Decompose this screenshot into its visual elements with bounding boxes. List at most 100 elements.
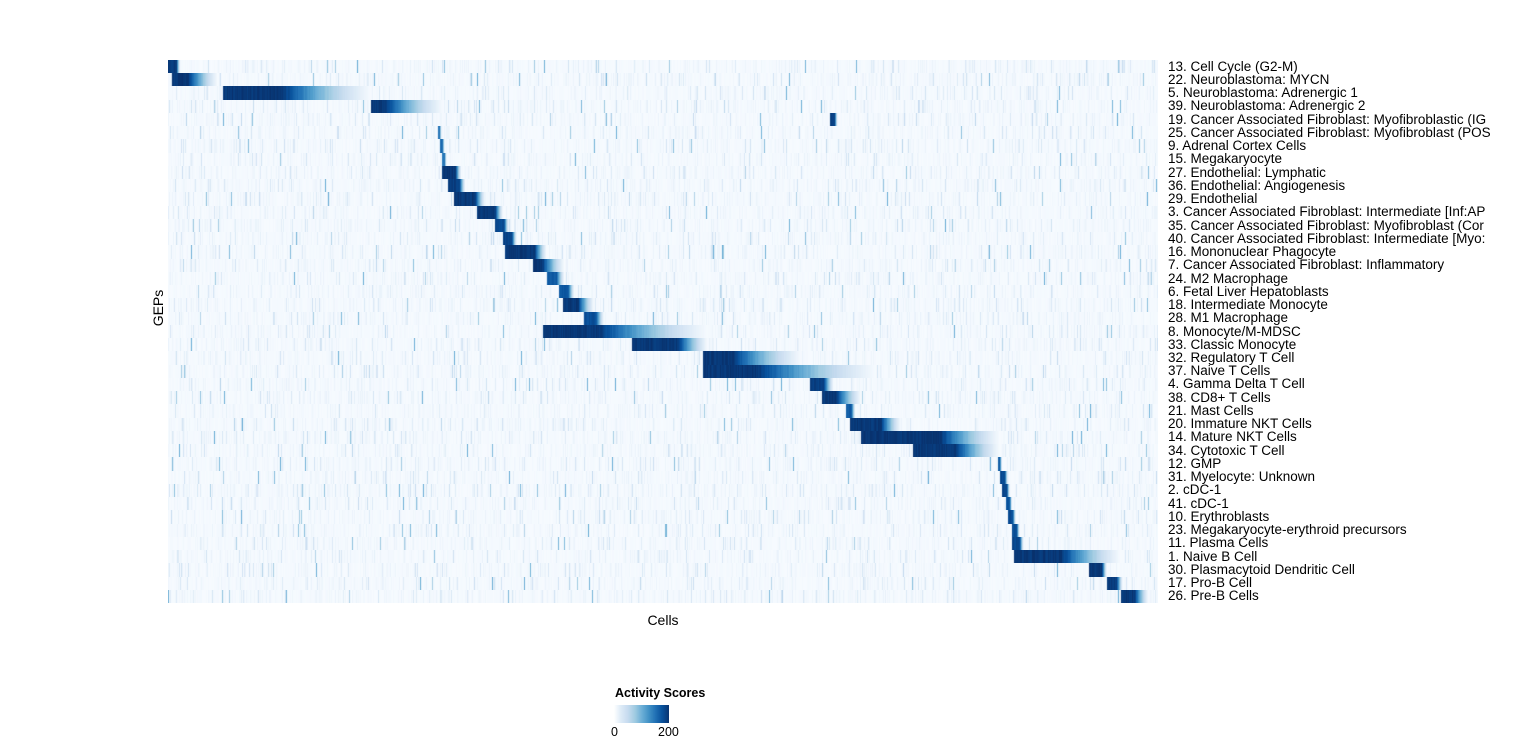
heatmap-row [168, 510, 1158, 525]
heatmap-row-strip [168, 179, 1158, 194]
heatmap-row-strip [168, 218, 1158, 233]
heatmap-row [168, 457, 1158, 472]
heatmap-row [168, 364, 1158, 379]
gep-row-label: 5. Neuroblastoma: Adrenergic 1 [1168, 85, 1358, 101]
gep-row-label: 28. M1 Macrophage [1168, 310, 1289, 326]
heatmap-row-strip [168, 351, 1158, 366]
heatmap-row [168, 523, 1158, 538]
gep-row-label: 32. Regulatory T Cell [1168, 349, 1295, 365]
heatmap-row-strip [168, 430, 1158, 445]
gep-row-label: 22. Neuroblastoma: MYCN [1168, 71, 1330, 87]
gep-row-label: 17. Pro-B Cell [1168, 575, 1253, 591]
heatmap-row-strip [168, 444, 1158, 459]
gep-row-label: 16. Mononuclear Phagocyte [1168, 244, 1337, 260]
heatmap-row-strip [168, 126, 1158, 141]
heatmap-row [168, 550, 1158, 565]
gep-row-label: 35. Cancer Associated Fibroblast: Myofib… [1168, 217, 1484, 233]
heatmap-row-strip [168, 165, 1158, 180]
heatmap-row [168, 377, 1158, 392]
heatmap-row-strip [168, 536, 1158, 551]
gep-row-label: 1. Naive B Cell [1168, 548, 1258, 564]
gep-row-label: 36. Endothelial: Angiogenesis [1168, 177, 1346, 193]
heatmap-row-strip [168, 404, 1158, 419]
legend-colorbar [614, 705, 671, 723]
heatmap-row [168, 218, 1158, 233]
gep-row-label: 34. Cytotoxic T Cell [1168, 442, 1285, 458]
gep-row-label: 31. Myelocyte: Unknown [1168, 469, 1316, 485]
gep-row-label: 7. Cancer Associated Fibroblast: Inflamm… [1168, 257, 1445, 273]
heatmap-row-strip [168, 245, 1158, 260]
heatmap-row [168, 126, 1158, 141]
heatmap-row [168, 112, 1158, 127]
heatmap-row [168, 60, 1158, 74]
heatmap-row-strip [168, 258, 1158, 273]
gep-row-label: 24. M2 Macrophage [1168, 270, 1289, 286]
heatmap-row-strip [168, 271, 1158, 286]
heatmap-row-strip [168, 99, 1158, 114]
heatmap-row [168, 391, 1158, 406]
gep-row-label: 27. Endothelial: Lymphatic [1168, 164, 1326, 180]
heatmap-row-strip [168, 457, 1158, 472]
heatmap-row-strip [168, 589, 1158, 603]
gep-row-label: 3. Cancer Associated Fibroblast: Interme… [1168, 204, 1486, 220]
gep-row-label: 4. Gamma Delta T Cell [1168, 376, 1305, 392]
heatmap-row-strip [168, 417, 1158, 432]
gep-row-label: 20. Immature NKT Cells [1168, 416, 1312, 432]
gep-row-label: 12. GMP [1168, 455, 1222, 471]
heatmap-row-strip [168, 364, 1158, 379]
heatmap-row [168, 470, 1158, 485]
heatmap-row-strip [168, 523, 1158, 538]
gep-row-label: 38. CD8+ T Cells [1168, 389, 1271, 405]
heatmap-row [168, 298, 1158, 313]
heatmap-row-strip [168, 205, 1158, 220]
heatmap-row [168, 497, 1158, 512]
gep-row-label: 37. Naive T Cells [1168, 363, 1271, 379]
heatmap-row [168, 576, 1158, 591]
heatmap-row [168, 324, 1158, 339]
heatmap-row [168, 258, 1158, 273]
heatmap-row [168, 205, 1158, 220]
heatmap-plot [168, 60, 1158, 603]
heatmap-row [168, 232, 1158, 247]
heatmap-row [168, 179, 1158, 194]
gep-row-label: 19. Cancer Associated Fibroblast: Myofib… [1168, 111, 1487, 127]
heatmap-row [168, 311, 1158, 326]
gep-row-label: 39. Neuroblastoma: Adrenergic 2 [1168, 98, 1366, 114]
heatmap-row [168, 245, 1158, 260]
heatmap-row [168, 417, 1158, 432]
heatmap-row-strip [168, 510, 1158, 525]
activity-scores-legend: Activity Scores 0 200 [611, 686, 874, 739]
gep-row-label-list: 13. Cell Cycle (G2-M) 22. Neuroblastoma: … [1168, 60, 1540, 603]
heatmap-row [168, 139, 1158, 154]
gep-row-label: 9. Adrenal Cortex Cells [1168, 138, 1307, 154]
legend-tick-label: 200 [658, 725, 679, 739]
legend-gradient [614, 705, 670, 723]
heatmap-row-strip [168, 576, 1158, 591]
heatmap-row [168, 430, 1158, 445]
legend-title: Activity Scores [615, 686, 706, 700]
heatmap-row [168, 285, 1158, 300]
gep-row-label: 15. Megakaryocyte [1168, 151, 1283, 167]
heatmap-row-strip [168, 377, 1158, 392]
heatmap-row [168, 563, 1158, 578]
gep-row-label: 11. Plasma Cells [1168, 535, 1269, 551]
heatmap-row [168, 73, 1158, 88]
heatmap-row-strip [168, 60, 1158, 74]
heatmap-row-strip [168, 391, 1158, 406]
heatmap-row-strip [168, 86, 1158, 101]
gep-row-label: 8. Monocyte/M-MDSC [1168, 323, 1301, 339]
x-axis-title: Cells [647, 612, 679, 628]
y-axis-title: GEPs [150, 289, 166, 327]
heatmap-row [168, 589, 1158, 603]
heatmap-row-strip [168, 497, 1158, 512]
heatmap-row-strip [168, 73, 1158, 88]
heatmap-row-strip [168, 298, 1158, 313]
heatmap-row [168, 444, 1158, 459]
gep-row-label: 41. cDC-1 [1168, 495, 1229, 511]
heatmap-row-strip [168, 338, 1158, 353]
heatmap-row [168, 404, 1158, 419]
gep-row-label: 26. Pre-B Cells [1168, 588, 1259, 603]
heatmap-row [168, 536, 1158, 551]
gep-row-label: 18. Intermediate Monocyte [1168, 297, 1328, 312]
legend-tick-mark [669, 705, 671, 723]
